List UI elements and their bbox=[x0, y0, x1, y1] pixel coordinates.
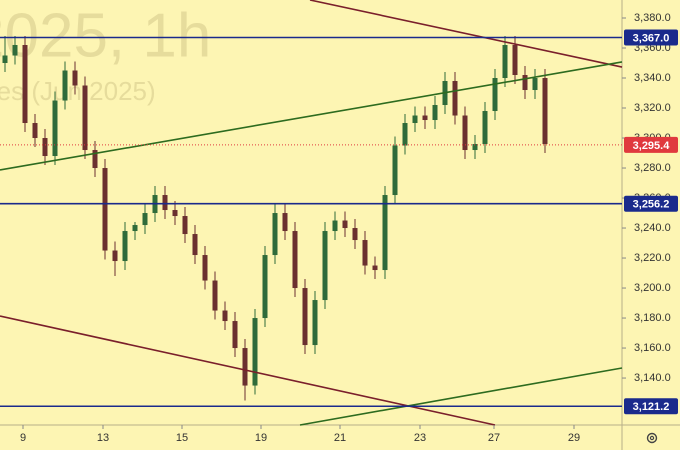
y-tick-label: 3,200.0 bbox=[634, 282, 671, 294]
candle-body bbox=[382, 195, 388, 271]
candle-body bbox=[22, 45, 28, 124]
candle-body bbox=[182, 216, 188, 235]
y-tick-label: 3,160.0 bbox=[634, 342, 671, 354]
y-tick-label: 3,240.0 bbox=[634, 222, 671, 234]
candle-body bbox=[192, 234, 198, 256]
candle-body bbox=[102, 168, 108, 251]
candle-body bbox=[242, 348, 248, 386]
candle-body bbox=[212, 280, 218, 311]
candle-body bbox=[522, 75, 528, 91]
level-badge bbox=[624, 29, 678, 46]
level-label: 3,256.2 bbox=[633, 199, 670, 211]
candle-body bbox=[462, 115, 468, 151]
candle-body bbox=[292, 231, 298, 289]
trend-line bbox=[0, 61, 623, 171]
candle-body bbox=[342, 220, 348, 229]
x-tick-label: 27 bbox=[488, 432, 500, 444]
x-tick-label: 15 bbox=[176, 432, 188, 444]
candle-body bbox=[472, 144, 478, 151]
candle-body bbox=[412, 115, 418, 124]
candle-body bbox=[362, 240, 368, 266]
candle-body bbox=[452, 81, 458, 116]
candle-body bbox=[312, 300, 318, 346]
candle-body bbox=[32, 123, 38, 139]
candle-body bbox=[142, 213, 148, 226]
candle-body bbox=[232, 321, 238, 349]
candle-body bbox=[42, 138, 48, 157]
candle-body bbox=[532, 78, 538, 91]
x-tick-label: 13 bbox=[97, 432, 109, 444]
candle-body bbox=[132, 225, 138, 232]
x-tick-label: 29 bbox=[568, 432, 580, 444]
trend-line bbox=[309, 0, 623, 68]
candle-body bbox=[332, 220, 338, 232]
candle-body bbox=[492, 78, 498, 112]
level-badge bbox=[624, 195, 678, 212]
candle-body bbox=[62, 70, 68, 101]
candle-body bbox=[252, 318, 258, 386]
plot-area bbox=[0, 0, 623, 426]
last-price-label: 3,295.4 bbox=[633, 140, 671, 152]
candle-body bbox=[352, 228, 358, 241]
x-tick-label: 19 bbox=[255, 432, 267, 444]
candle-body bbox=[72, 70, 78, 86]
candle-body bbox=[262, 255, 268, 319]
level-label: 3,121.2 bbox=[633, 401, 670, 413]
settings-icon[interactable] bbox=[646, 432, 658, 444]
candle-body bbox=[372, 265, 378, 271]
y-tick-label: 3,320.0 bbox=[634, 102, 671, 114]
y-tick-label: 3,140.0 bbox=[634, 372, 671, 384]
candle-body bbox=[322, 231, 328, 301]
candle-body bbox=[2, 55, 8, 64]
candle-body bbox=[172, 210, 178, 217]
candle-body bbox=[272, 213, 278, 256]
candle-body bbox=[422, 115, 428, 121]
candle-body bbox=[202, 255, 208, 281]
candle-body bbox=[222, 310, 228, 322]
candle-body bbox=[112, 250, 118, 262]
candle-body bbox=[282, 213, 288, 232]
candle-body bbox=[512, 45, 518, 76]
candle-body bbox=[432, 105, 438, 121]
y-tick-label: 3,380.0 bbox=[634, 12, 671, 24]
candle-body bbox=[392, 145, 398, 196]
candle-body bbox=[502, 45, 508, 79]
candle-body bbox=[162, 195, 168, 211]
candle-body bbox=[122, 231, 128, 262]
trend-line bbox=[299, 367, 623, 426]
candle-body bbox=[12, 45, 18, 56]
candle-body bbox=[482, 111, 488, 145]
level-badge bbox=[624, 398, 678, 415]
last-price-badge bbox=[624, 136, 678, 153]
y-tick-label: 3,220.0 bbox=[634, 252, 671, 264]
candle-body bbox=[82, 85, 88, 151]
x-tick-label: 9 bbox=[20, 432, 26, 444]
x-tick-label: 23 bbox=[414, 432, 426, 444]
y-tick-label: 3,180.0 bbox=[634, 312, 671, 324]
level-label: 3,367.0 bbox=[633, 32, 670, 44]
y-tick-label: 3,280.0 bbox=[634, 162, 671, 174]
candle-body bbox=[52, 100, 58, 157]
watermark-title: 2025, 1h bbox=[0, 1, 211, 70]
y-tick-label: 3,340.0 bbox=[634, 72, 671, 84]
candle-body bbox=[302, 288, 308, 346]
x-tick-label: 21 bbox=[334, 432, 346, 444]
candle-body bbox=[402, 123, 408, 146]
candle-body bbox=[542, 78, 548, 145]
candle-body bbox=[92, 150, 98, 169]
